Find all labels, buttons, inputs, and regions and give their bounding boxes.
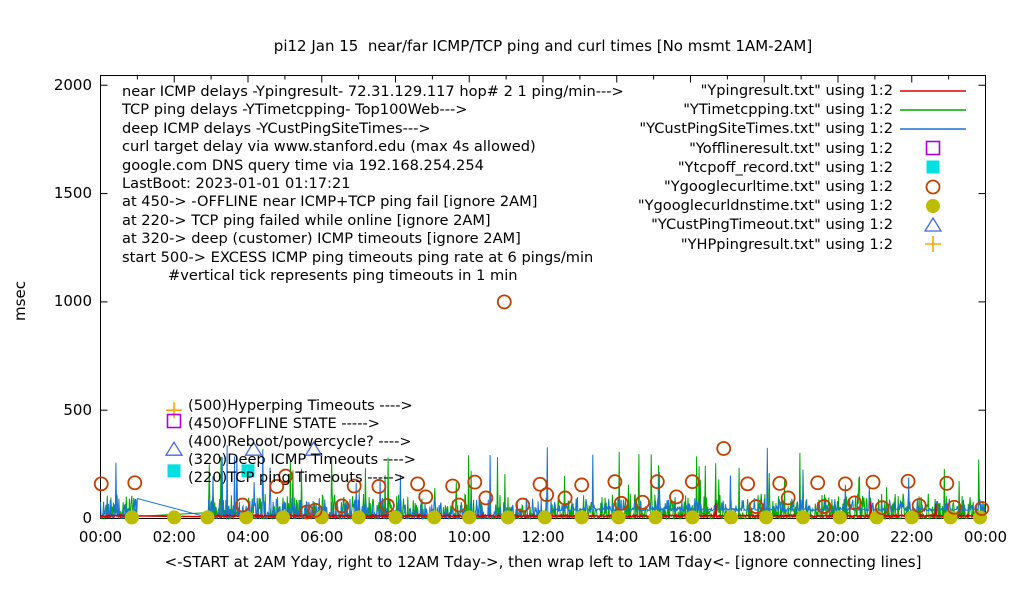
series-points-Ygooglecurltime.txt	[93, 294, 990, 520]
x-axis-label: <-START at 2AM Yday, right to 12AM Tday-…	[164, 553, 922, 571]
annotation-block: near ICMP delays -Ypingresult- 72.31.129…	[122, 83, 624, 285]
x-tick-label: 00:00	[78, 528, 123, 546]
legend-label: "YCustPingSiteTimes.txt" using 1:2	[639, 120, 893, 138]
x-tick-label: 16:00	[668, 528, 713, 546]
open-square-legend-marker-icon	[893, 139, 972, 157]
annotation-line: #vertical tick represents ping timeouts …	[168, 267, 518, 285]
series-points-YCustPingTimeout.txt	[244, 440, 323, 456]
legend-label: "Ypingresult.txt" using 1:2	[700, 82, 893, 100]
legend-label: "Ytcpoff_record.txt" using 1:2	[677, 158, 893, 176]
line-legend-marker-icon	[893, 82, 972, 100]
legend-row: "YCustPingTimeout.txt" using 1:2	[600, 215, 972, 234]
y-tick-label: 0	[82, 509, 92, 527]
series-points-Ytcpoff_record.txt	[241, 464, 255, 478]
threshold-label: (320)Deep ICMP Timeouts ---->	[188, 451, 417, 468]
legend-row: "YTimetcpping.txt" using 1:2	[600, 100, 972, 119]
legend: "Ypingresult.txt" using 1:2 "YTimetcpping…	[600, 81, 972, 254]
x-tick-label: 22:00	[890, 528, 934, 546]
x-tick-label: 18:00	[742, 528, 786, 546]
x-tick-label: 02:00	[152, 528, 196, 546]
annotation-line: at 220-> TCP ping failed while online [i…	[122, 211, 491, 229]
legend-label: "Ygooglecurldnstime.txt" using 1:2	[637, 197, 893, 215]
annotation-line: start 500-> EXCESS ICMP ping timeouts pi…	[122, 248, 594, 266]
x-tick-label: 00:00	[963, 528, 1008, 546]
open-triangle-legend-marker-icon	[893, 216, 972, 234]
y-tick-label: 1000	[53, 292, 92, 311]
x-tick-label: 10:00	[447, 528, 491, 546]
threshold-label: (500)Hyperping Timeouts ---->	[188, 397, 413, 414]
open-square-icon	[925, 140, 940, 156]
open-circle-legend-marker-icon	[893, 178, 972, 196]
line-icon	[899, 89, 966, 92]
legend-row: "YCustPingSiteTimes.txt" using 1:2	[600, 119, 972, 138]
filled-square-icon	[926, 160, 939, 174]
chart-title: pi12 Jan 15 near/far ICMP/TCP ping and c…	[273, 37, 813, 55]
y-tick-label: 1500	[53, 184, 92, 203]
annotation-line: TCP ping delays -YTimetcpping- Top100Web…	[122, 101, 468, 119]
x-tick-label: 20:00	[816, 528, 860, 546]
x-tick-label: 06:00	[300, 528, 344, 546]
legend-label: "Yofflineresult.txt" using 1:2	[689, 139, 893, 157]
threshold-label: (220)TCP ping Timeouts ----->	[188, 469, 406, 486]
line-legend-marker-icon	[893, 120, 972, 138]
filled-square-legend-marker-icon	[893, 158, 972, 176]
legend-row: "Ygooglecurldnstime.txt" using 1:2	[600, 196, 972, 215]
series-points-Ygooglecurldnstime.txt	[124, 510, 987, 525]
threshold-label: (400)Reboot/powercycle? ---->	[188, 433, 412, 450]
legend-row: "Ytcpoff_record.txt" using 1:2	[600, 158, 972, 177]
open-triangle-icon	[923, 216, 942, 232]
x-tick-label: 12:00	[521, 528, 565, 546]
plus-legend-marker-icon	[893, 235, 972, 253]
legend-label: "YCustPingTimeout.txt" using 1:2	[651, 216, 893, 234]
legend-label: "YHPpingresult.txt" using 1:2	[680, 235, 893, 253]
legend-label: "Ygooglecurltime.txt" using 1:2	[664, 178, 893, 196]
y-tick-label: 500	[63, 400, 92, 419]
annotation-line: near ICMP delays -Ypingresult- 72.31.129…	[122, 83, 624, 100]
line-icon	[899, 128, 966, 130]
filled-circle-icon	[925, 198, 940, 213]
filled-circle-legend-marker-icon	[893, 197, 972, 215]
legend-row: "Ypingresult.txt" using 1:2	[600, 81, 972, 100]
annotation-line: at 320-> deep (customer) ICMP timeouts […	[122, 230, 521, 248]
y-tick-label: 2000	[53, 75, 92, 94]
annotation-line: deep ICMP delays -YCustPingSiteTimes--->	[122, 119, 431, 137]
threshold-markers	[164, 402, 184, 478]
line-legend-marker-icon	[893, 101, 972, 119]
annotation-line: LastBoot: 2023-01-01 01:17:21	[122, 175, 351, 193]
x-tick-label: 04:00	[226, 528, 270, 546]
annotation-line: curl target delay via www.stanford.edu (…	[122, 138, 536, 156]
plus-icon	[924, 236, 941, 253]
legend-row: "YHPpingresult.txt" using 1:2	[600, 235, 972, 254]
legend-row: "Ygooglecurltime.txt" using 1:2	[600, 177, 972, 196]
line-icon	[899, 108, 966, 111]
threshold-label: (450)OFFLINE STATE ----->	[188, 415, 380, 432]
x-tick-label: 08:00	[373, 528, 418, 546]
annotation-line: google.com DNS query time via 192.168.25…	[122, 156, 484, 174]
x-tick-label: 14:00	[595, 528, 639, 546]
legend-row: "Yofflineresult.txt" using 1:2	[600, 139, 972, 158]
annotation-line: at 450-> -OFFLINE near ICMP+TCP ping fai…	[122, 193, 538, 211]
open-circle-icon	[925, 179, 940, 194]
legend-label: "YTimetcpping.txt" using 1:2	[683, 101, 893, 119]
